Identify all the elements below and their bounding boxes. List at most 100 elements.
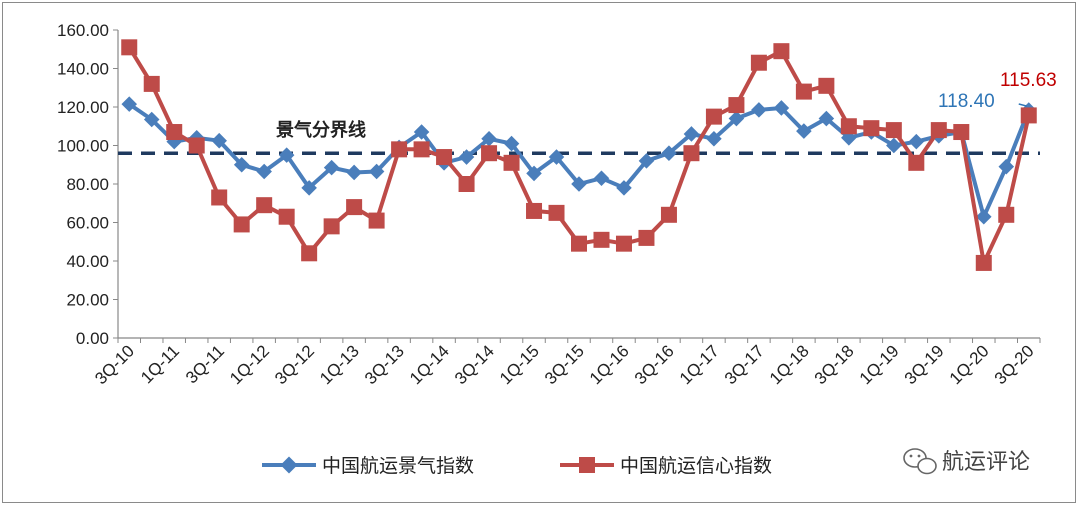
y-tick-label: 100.00 [57, 137, 109, 156]
data-point [571, 176, 587, 192]
data-point [211, 132, 227, 149]
data-point [615, 235, 632, 252]
data-point [908, 154, 925, 171]
legend-label-series-1: 中国航运景气指数 [322, 455, 474, 477]
data-point [818, 77, 835, 94]
data-point [751, 102, 767, 118]
x-tick-label: 1Q-12 [226, 341, 273, 388]
legend-item-series-2: 中国航运信心指数 [560, 455, 772, 477]
data-point [368, 212, 385, 229]
data-point [998, 206, 1015, 223]
x-tick-label: 3Q-15 [541, 341, 588, 388]
data-point [391, 141, 408, 158]
data-point [683, 126, 700, 142]
x-tick-label: 1Q-19 [856, 341, 903, 388]
x-tick-label: 1Q-13 [316, 341, 363, 388]
data-point [593, 231, 610, 248]
data-point [256, 197, 273, 214]
data-point [211, 189, 228, 206]
data-point [975, 254, 992, 271]
x-tick-label: 3Q-19 [901, 341, 948, 388]
x-tick-label: 1Q-18 [766, 341, 813, 388]
data-point [795, 83, 812, 100]
data-point [706, 130, 722, 147]
watermark-text: 航运评论 [942, 450, 1030, 475]
x-tick-label: 3Q-17 [721, 341, 768, 388]
x-tick-label: 3Q-14 [451, 341, 498, 388]
data-point [458, 149, 475, 165]
data-point [616, 180, 632, 196]
data-label-series-1: 118.40 [938, 91, 995, 112]
x-tick-label: 3Q-11 [182, 341, 228, 387]
x-tick-label: 3Q-12 [271, 341, 318, 388]
data-label-series-2: 115.63 [1000, 70, 1057, 91]
data-point [301, 245, 318, 262]
data-point [863, 120, 880, 137]
data-point [526, 202, 543, 219]
data-point [233, 156, 250, 173]
data-point [840, 118, 857, 135]
data-point [593, 170, 610, 187]
x-tick-label: 1Q-15 [496, 341, 543, 388]
x-tick-label: 1Q-20 [946, 341, 993, 388]
data-point [323, 218, 340, 235]
legend-marker-series-2 [579, 457, 595, 473]
x-tick-label: 3Q-18 [811, 341, 858, 388]
data-point [548, 204, 565, 221]
y-axis-ticks: 160.00 140.00 120.00 100.00 80.00 60.00 40.00 2… [57, 21, 118, 348]
data-point [346, 199, 363, 216]
x-tick-label: 3Q-13 [361, 341, 408, 388]
data-point [233, 216, 250, 233]
watermark: 航运评论 [903, 448, 1030, 475]
reference-line-label: 景气分界线 [276, 119, 366, 141]
legend: 中国航运景气指数 中国航运信心指数 [262, 455, 772, 477]
data-point [571, 235, 587, 252]
x-tick-label: 1Q-11 [137, 341, 183, 387]
y-tick-label: 120.00 [57, 98, 109, 117]
x-tick-label: 1Q-16 [586, 341, 633, 388]
data-point [188, 137, 205, 154]
x-axis-ticks: 3Q-10 1Q-11 3Q-111Q-123Q-121Q-133Q-131Q-14… [91, 338, 1041, 388]
data-point [1020, 107, 1037, 124]
y-tick-label: 140.00 [57, 60, 109, 79]
data-point [436, 149, 453, 166]
data-point [886, 137, 902, 154]
data-point [953, 124, 970, 141]
data-label-leader [1018, 103, 1027, 107]
data-point [301, 180, 317, 196]
data-point [773, 43, 790, 60]
y-tick-label: 60.00 [66, 214, 109, 233]
data-point [481, 130, 497, 147]
data-point [976, 208, 992, 225]
data-point [526, 165, 542, 182]
data-point [323, 159, 340, 176]
data-point [481, 145, 498, 162]
legend-marker-series-1 [280, 456, 298, 474]
data-point [458, 176, 475, 192]
data-point [638, 153, 655, 169]
x-tick-label: 3Q-20 [991, 341, 1038, 388]
data-point [548, 149, 565, 165]
data-point [143, 111, 160, 128]
data-point [660, 206, 677, 223]
data-point [705, 108, 722, 125]
legend-label-series-2: 中国航运信心指数 [620, 455, 772, 477]
data-point [750, 54, 767, 71]
data-point [368, 163, 385, 180]
y-tick-label: 160.00 [57, 21, 109, 40]
data-point [728, 97, 745, 114]
y-tick-label: 0.00 [76, 329, 109, 348]
data-point [278, 147, 295, 163]
y-tick-label: 20.00 [66, 291, 109, 310]
y-tick-label: 40.00 [66, 252, 109, 271]
data-point [998, 158, 1015, 175]
x-tick-label: 3Q-16 [631, 341, 678, 388]
wechat-icon [903, 448, 937, 475]
data-point [166, 124, 183, 141]
data-point [683, 145, 700, 162]
data-point [930, 122, 947, 139]
data-point [413, 141, 430, 158]
data-point [503, 154, 520, 171]
x-tick-label: 3Q-10 [91, 341, 138, 388]
